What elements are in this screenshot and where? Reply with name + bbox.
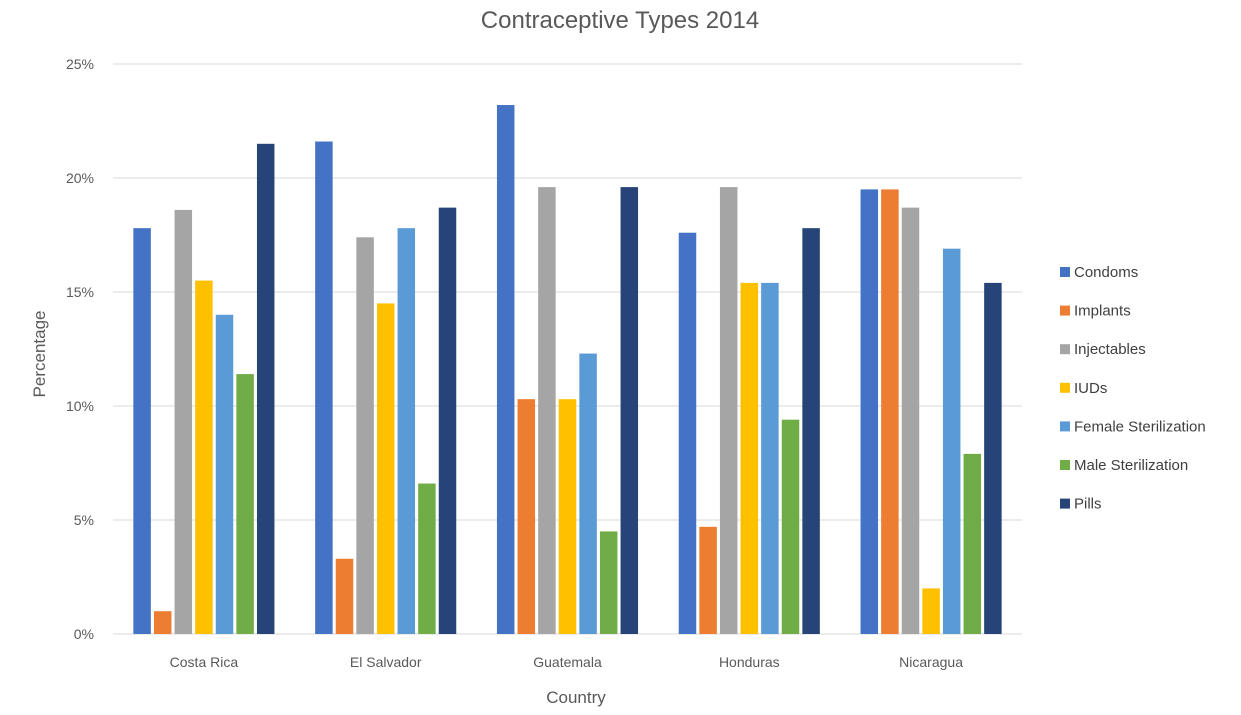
legend: Condoms Implants Injectables IUDs Female Ste… bbox=[1060, 264, 1206, 513]
bar-condoms-nicaragua bbox=[860, 189, 879, 634]
y-tick-label: 0% bbox=[74, 626, 94, 642]
bar-pills-nicaragua bbox=[984, 282, 1002, 634]
bar-implants-nicaragua bbox=[881, 189, 899, 634]
legend-swatch bbox=[1060, 382, 1070, 393]
legend-swatch bbox=[1060, 421, 1070, 432]
bar-pills-honduras bbox=[802, 228, 820, 634]
chart-title: Contraceptive Types 2014 bbox=[481, 7, 759, 34]
bar-injectables-honduras bbox=[719, 187, 738, 634]
x-tick-label: Honduras bbox=[719, 654, 780, 670]
x-axis-title: Country bbox=[546, 688, 606, 707]
legend-label: Pills bbox=[1074, 496, 1102, 513]
bar-implants-guatemala bbox=[517, 399, 536, 634]
x-tick-label: El Salvador bbox=[350, 654, 422, 670]
bar-female-sterilization-nicaragua bbox=[942, 248, 961, 634]
bar-injectables-guatemala bbox=[538, 187, 556, 634]
bar-condoms-el-salvador bbox=[315, 141, 333, 634]
legend-swatch bbox=[1060, 460, 1070, 470]
bars bbox=[133, 105, 1002, 635]
bar-iuds-honduras bbox=[740, 282, 759, 634]
y-tick-label: 10% bbox=[66, 398, 94, 414]
bar-iuds-guatemala bbox=[558, 399, 577, 634]
bar-implants-costa-rica bbox=[153, 611, 172, 634]
legend-swatch bbox=[1060, 498, 1070, 509]
bar-pills-costa-rica bbox=[256, 143, 275, 635]
bar-condoms-honduras bbox=[678, 232, 697, 634]
legend-swatch bbox=[1060, 344, 1070, 355]
bar-female-sterilization-el-salvador bbox=[397, 228, 416, 634]
bar-implants-honduras bbox=[699, 526, 717, 634]
bar-male-sterilization-costa-rica bbox=[236, 374, 254, 634]
x-tick-label: Nicaragua bbox=[899, 654, 963, 670]
x-tick-label: Guatemala bbox=[533, 654, 602, 670]
bar-pills-el-salvador bbox=[438, 207, 457, 634]
y-tick-label: 15% bbox=[66, 284, 94, 300]
legend-label: Injectables bbox=[1074, 341, 1146, 358]
bar-male-sterilization-nicaragua bbox=[963, 453, 982, 634]
y-tick-label: 5% bbox=[74, 512, 94, 528]
bar-injectables-costa-rica bbox=[174, 209, 193, 635]
bar-injectables-nicaragua bbox=[901, 207, 920, 634]
bar-implants-el-salvador bbox=[335, 558, 354, 634]
bar-male-sterilization-el-salvador bbox=[418, 483, 436, 634]
legend-label: Female Sterilization bbox=[1074, 418, 1206, 435]
bar-condoms-guatemala bbox=[496, 105, 515, 635]
bar-female-sterilization-guatemala bbox=[579, 353, 597, 634]
bar-male-sterilization-guatemala bbox=[599, 531, 618, 634]
y-axis-ticks: 0% 5% 10% 15% 20% 25% bbox=[66, 56, 94, 642]
legend-swatch bbox=[1060, 267, 1070, 277]
bar-pills-guatemala bbox=[620, 187, 639, 634]
legend-label: Male Sterilization bbox=[1074, 457, 1188, 474]
legend-label: IUDs bbox=[1074, 380, 1107, 397]
bar-iuds-el-salvador bbox=[376, 303, 395, 634]
y-tick-label: 25% bbox=[66, 56, 94, 72]
y-axis-title: Percentage bbox=[30, 311, 49, 398]
x-tick-label: Costa Rica bbox=[170, 654, 239, 670]
x-axis-ticks: Costa Rica El Salvador Guatemala Honduras Ni… bbox=[170, 654, 964, 670]
bar-injectables-el-salvador bbox=[356, 237, 374, 634]
bar-female-sterilization-costa-rica bbox=[215, 314, 234, 634]
legend-swatch bbox=[1060, 305, 1070, 316]
legend-label: Condoms bbox=[1074, 264, 1138, 281]
bar-iuds-nicaragua bbox=[922, 588, 940, 634]
bar-male-sterilization-honduras bbox=[781, 419, 800, 634]
bar-iuds-costa-rica bbox=[195, 280, 213, 634]
bar-female-sterilization-honduras bbox=[761, 282, 779, 634]
legend-label: Implants bbox=[1074, 303, 1131, 320]
bar-condoms-costa-rica bbox=[133, 228, 151, 634]
y-tick-label: 20% bbox=[66, 170, 94, 186]
